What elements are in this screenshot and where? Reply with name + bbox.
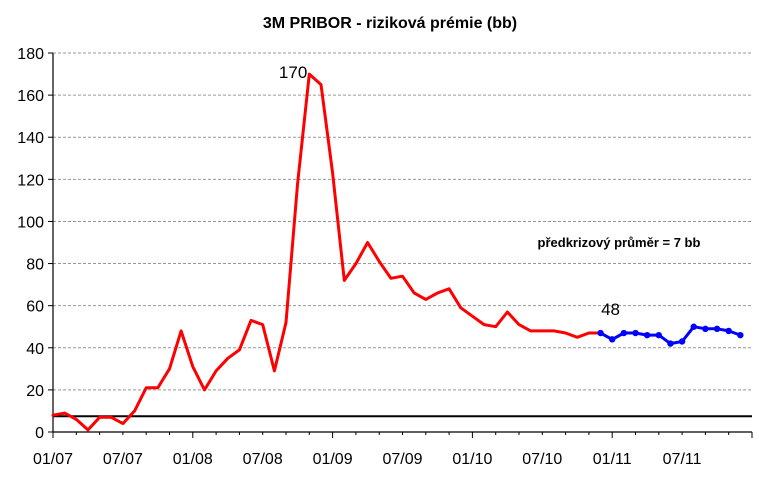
blue-series-point (690, 323, 697, 330)
blue-series-point (667, 340, 674, 347)
y-tick-label: 40 (26, 341, 44, 358)
y-tick-label: 80 (26, 257, 44, 274)
blue-series-point (702, 325, 709, 333)
data-series (51, 72, 744, 432)
x-tick-label: 01/11 (593, 451, 632, 468)
chart-title: 3M PRIBOR - riziková prémie (bb) (263, 15, 517, 32)
data-label: 48 (601, 300, 620, 319)
blue-series-point (609, 336, 616, 343)
blue-series-point (713, 325, 721, 333)
y-tick-label: 60 (26, 299, 44, 316)
y-tick-label: 180 (17, 46, 44, 63)
red-series-line (51, 72, 602, 432)
y-tick-label: 20 (26, 383, 44, 400)
x-axis-ticks: 01/07 07/07 01/08 07/08 01/09 07/09 01/10 07/10… (33, 432, 753, 468)
blue-series-point (643, 331, 651, 339)
y-tick-label: 120 (17, 172, 44, 189)
x-tick-label: 07/07 (103, 451, 143, 468)
x-tick-label: 07/09 (382, 451, 422, 468)
blue-series-point (597, 329, 604, 337)
data-label: 170 (279, 63, 307, 82)
y-tick-label: 140 (17, 130, 44, 147)
grid-lines (53, 52, 752, 391)
reference-line-label: předkrizový průměr = 7 bb (538, 235, 701, 250)
blue-series-point (678, 338, 686, 345)
blue-series-point (632, 329, 639, 337)
x-tick-label: 01/07 (33, 451, 73, 468)
annotations: 170 48 (279, 63, 620, 319)
blue-series-point (655, 331, 662, 339)
x-tick-label: 07/08 (243, 451, 283, 468)
y-tick-label: 0 (35, 425, 44, 442)
x-tick-label: 01/08 (173, 451, 213, 468)
axes (52, 53, 752, 433)
y-axis-ticks: 0 20 40 60 80 100 120 140 160 180 (17, 46, 53, 442)
x-tick-label: 07/11 (663, 451, 702, 468)
blue-series-point (620, 329, 628, 337)
x-tick-label: 01/09 (313, 451, 353, 468)
x-tick-label: 01/10 (452, 451, 492, 468)
blue-series-point (737, 331, 744, 339)
y-tick-label: 100 (17, 214, 44, 231)
x-tick-label: 07/10 (522, 451, 562, 468)
blue-series-point (725, 327, 732, 335)
y-tick-label: 160 (17, 88, 44, 105)
